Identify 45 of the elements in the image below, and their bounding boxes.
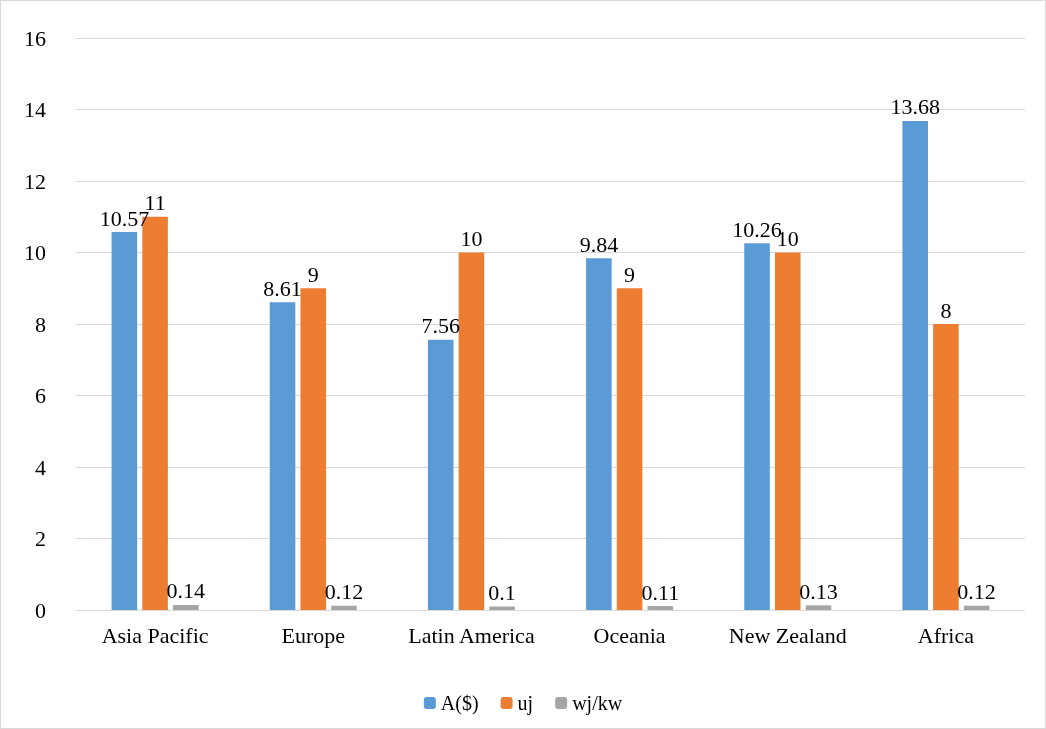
bar [902,120,929,610]
data-label: 9.84 [579,231,619,257]
y-tick-label: 10 [24,240,46,265]
x-tick-label: Asia Pacific [101,622,209,648]
bar [774,252,801,610]
bar [172,605,199,610]
bar [616,288,643,610]
data-label: 0.11 [641,579,680,605]
data-label: 9 [624,261,636,287]
y-tick-label: 4 [35,454,46,480]
bar [805,605,832,610]
y-tick-label: 14 [24,97,46,122]
bar [586,258,612,610]
y-tick-label: 2 [35,526,46,551]
x-tick-label: Europe [281,622,346,648]
bar [647,606,674,610]
legend-label: A($) [440,692,479,715]
bar [744,243,770,610]
data-label: 8.61 [263,275,302,301]
bar [963,605,990,610]
y-tick-label: 6 [35,383,46,408]
legend-label: wj/kw [572,692,623,715]
y-tick-label: 16 [24,25,46,51]
data-label: 9 [307,261,319,287]
x-tick-label: New Zealand [728,622,847,648]
bar [331,605,357,610]
data-label: 0.1 [488,579,516,605]
bar [300,288,327,610]
data-label: 0.13 [799,578,838,604]
bar [489,606,515,610]
bar [458,252,485,610]
bar [269,302,296,610]
bar [933,324,959,610]
data-label: 13.68 [890,94,940,120]
x-tick-label: Africa [917,622,975,648]
y-tick-label: 0 [35,597,46,623]
bar [111,232,138,610]
y-tick-label: 12 [24,168,46,194]
legend-label: uj [517,692,534,715]
y-tick-label: 8 [35,311,46,337]
x-tick-label: Latin America [408,622,535,648]
data-label: 10 [460,226,483,251]
x-tick-label: Oceania [593,622,666,648]
data-label: 8 [940,297,952,323]
bar [427,339,454,610]
